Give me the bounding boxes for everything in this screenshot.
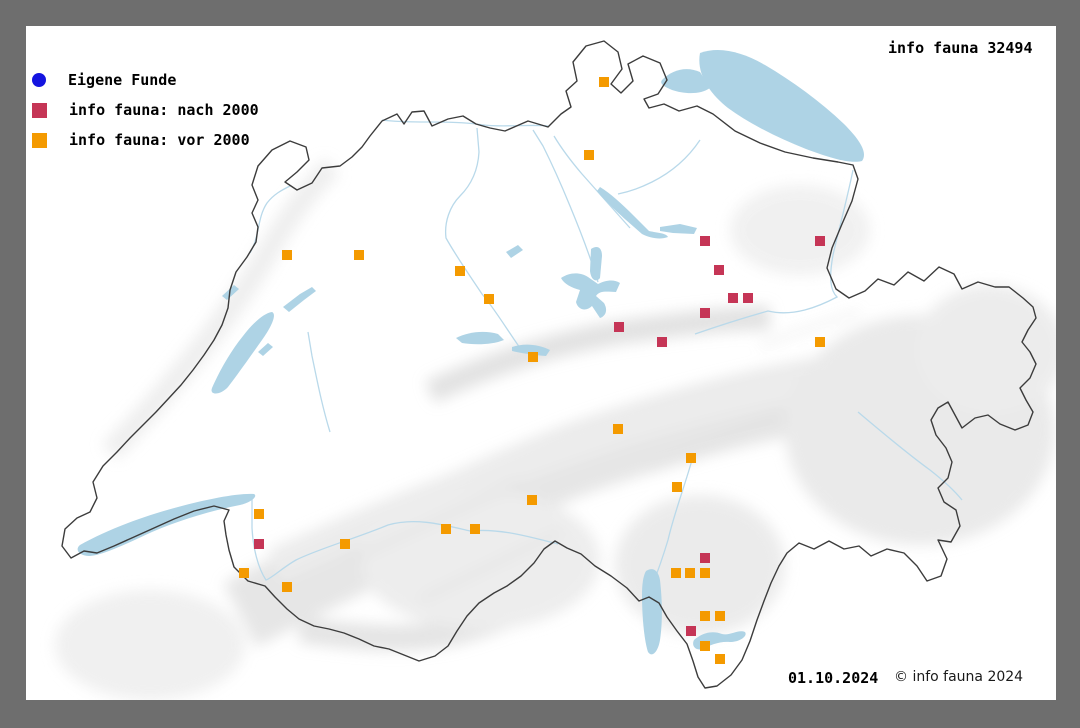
date-label: 01.10.2024 (788, 669, 879, 687)
legend-item-label: info fauna: nach 2000 (69, 101, 259, 119)
copyright-label: © info fauna 2024 (894, 669, 1024, 685)
legend-item-label: Eigene Funde (68, 71, 177, 89)
switzerland-map (55, 40, 1056, 700)
legend-square-icon (32, 102, 47, 118)
legend-circle-icon (32, 73, 46, 87)
country-border (61, 40, 1037, 689)
legend-item-vor-2000: info fauna: vor 2000 (30, 131, 259, 149)
legend-item-eigene-funde: Eigene Funde (30, 71, 259, 89)
legend-item-label: info fauna: vor 2000 (69, 131, 250, 149)
legend-item-nach-2000: info fauna: nach 2000 (30, 101, 259, 119)
legend: Eigene Funde info fauna: nach 2000 info fa… (30, 71, 259, 162)
terrain-shading (55, 158, 1056, 700)
record-count-label: info fauna 32494 (888, 39, 1033, 57)
lakes (77, 50, 864, 655)
legend-square-icon (32, 132, 47, 148)
